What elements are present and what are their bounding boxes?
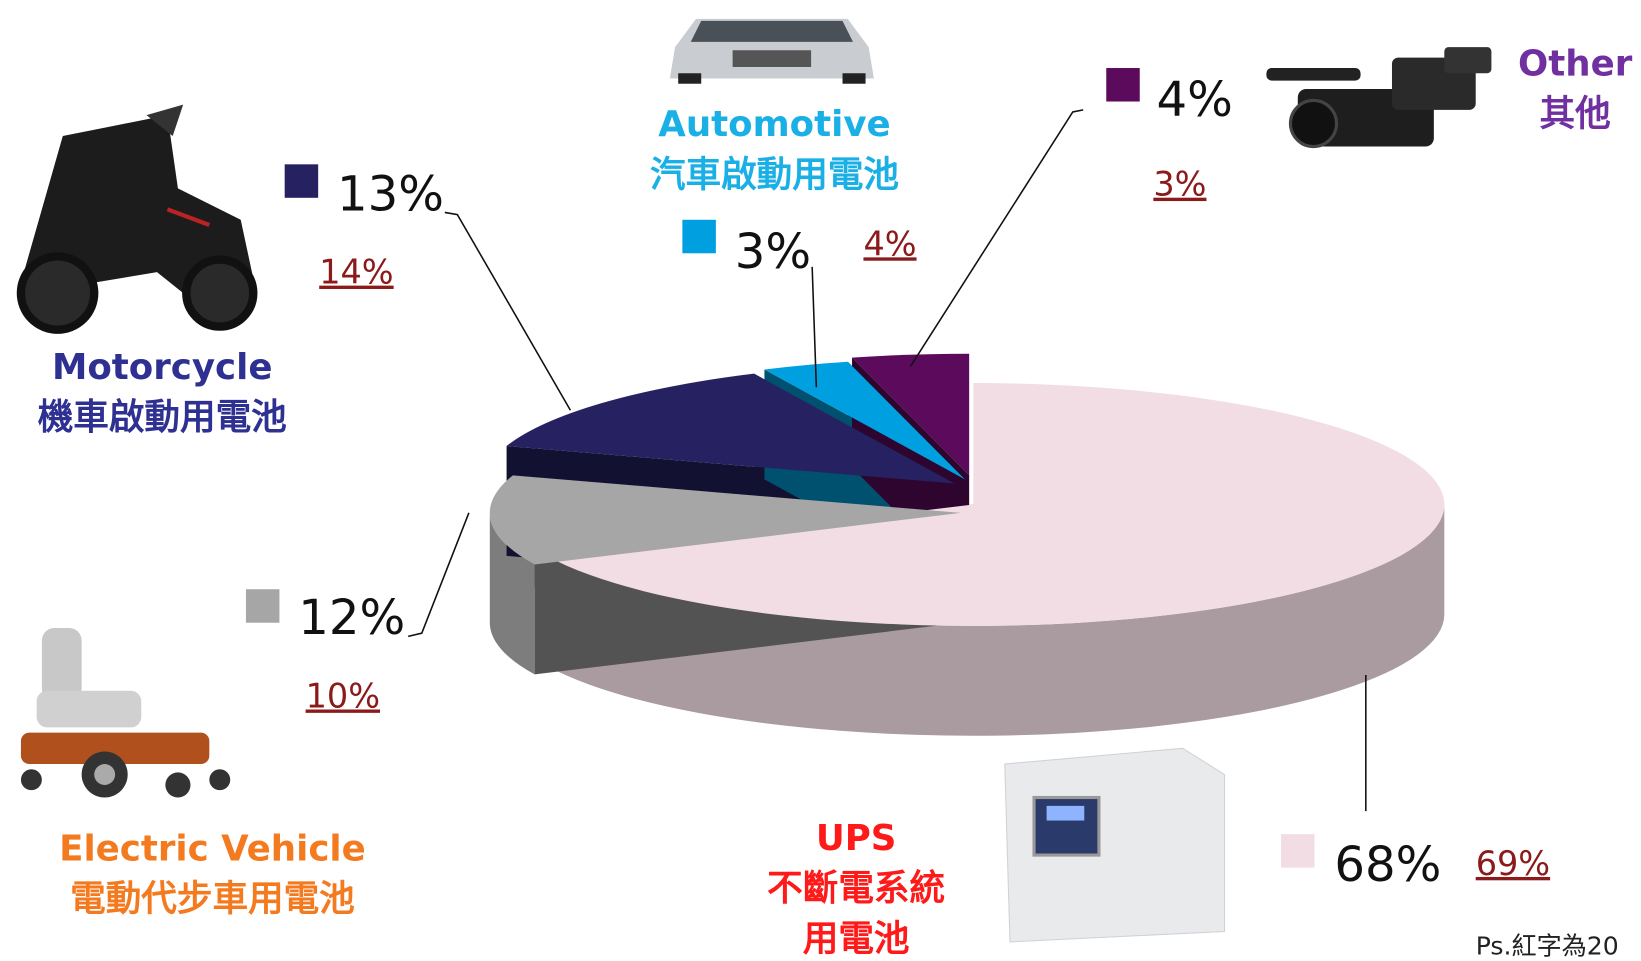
previous-value-label: 3% (1153, 165, 1206, 204)
ups-image (1004, 747, 1226, 943)
value-label: 3% (735, 224, 811, 280)
slice (852, 353, 970, 476)
slice (547, 383, 1445, 626)
wheelchair-image (20, 627, 231, 798)
leader-line (811, 266, 818, 388)
camera-image (1266, 47, 1492, 149)
slice-side (547, 504, 1445, 736)
value-label: 13% (337, 166, 444, 222)
legend-swatch (682, 219, 716, 254)
legend-swatch (1106, 68, 1140, 102)
category-label: 機車啟動用電池 (38, 397, 287, 438)
previous-value-label: 14% (319, 253, 393, 292)
slice (489, 475, 961, 565)
leader-line (909, 109, 1084, 367)
category-label: Automotive (658, 104, 890, 145)
previous-value-label: 69% (1476, 844, 1550, 883)
category-label: Electric Vehicle (59, 828, 366, 869)
car-image (669, 18, 874, 84)
leader-line (407, 512, 470, 638)
footnote: Ps.紅字為20 (1476, 931, 1619, 960)
leader-line (444, 211, 572, 411)
value-label: 68% (1334, 837, 1441, 893)
legend-swatch (245, 589, 280, 623)
slice (764, 361, 965, 480)
category-label: 用電池 (803, 918, 910, 959)
category-label: Other (1518, 43, 1633, 84)
value-label: 4% (1156, 72, 1232, 128)
legend-swatch (284, 164, 319, 198)
category-label: 電動代步車用電池 (70, 879, 355, 920)
category-label: 其他 (1540, 94, 1611, 135)
category-label: 不斷電系統 (767, 868, 945, 909)
slice-tops (489, 353, 1445, 626)
previous-value-label: 10% (306, 677, 380, 716)
slice-side (489, 512, 535, 675)
category-label: UPS (816, 818, 897, 859)
motorcycle-image (16, 104, 258, 334)
previous-value-label: 4% (863, 224, 916, 263)
legend-swatch (1281, 834, 1315, 868)
category-label: 汽車啟動用電池 (650, 154, 899, 195)
category-label: Motorcycle (52, 347, 273, 388)
slice (506, 373, 955, 484)
value-label: 12% (298, 590, 405, 646)
